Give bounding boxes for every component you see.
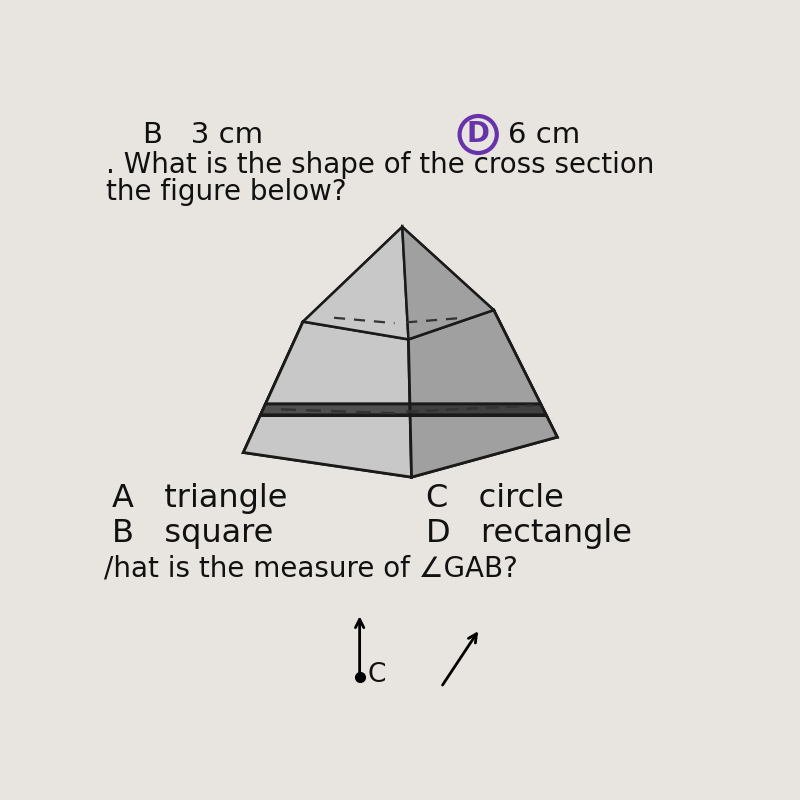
Text: C: C [367, 662, 386, 688]
Polygon shape [410, 404, 546, 414]
Polygon shape [409, 310, 558, 477]
Polygon shape [243, 322, 411, 477]
Text: A   triangle: A triangle [112, 482, 287, 514]
Polygon shape [396, 300, 558, 437]
Polygon shape [401, 227, 494, 310]
Polygon shape [410, 414, 558, 477]
Polygon shape [409, 310, 541, 404]
Text: 6 cm: 6 cm [508, 121, 580, 149]
Text: B   square: B square [112, 518, 273, 549]
Text: /hat is the measure of ∠GAB?: /hat is the measure of ∠GAB? [104, 555, 518, 583]
Polygon shape [243, 414, 411, 477]
Polygon shape [303, 227, 409, 339]
Text: D   rectangle: D rectangle [426, 518, 631, 549]
Polygon shape [303, 227, 402, 322]
Polygon shape [402, 227, 494, 339]
Text: B   3 cm: B 3 cm [142, 121, 262, 149]
Polygon shape [266, 322, 410, 404]
Text: D: D [466, 121, 490, 149]
Polygon shape [243, 300, 401, 453]
Polygon shape [261, 404, 410, 414]
Polygon shape [303, 300, 494, 339]
Text: the figure below?: the figure below? [106, 178, 347, 206]
Text: . What is the shape of the cross section: . What is the shape of the cross section [106, 151, 654, 179]
Text: C   circle: C circle [426, 482, 563, 514]
